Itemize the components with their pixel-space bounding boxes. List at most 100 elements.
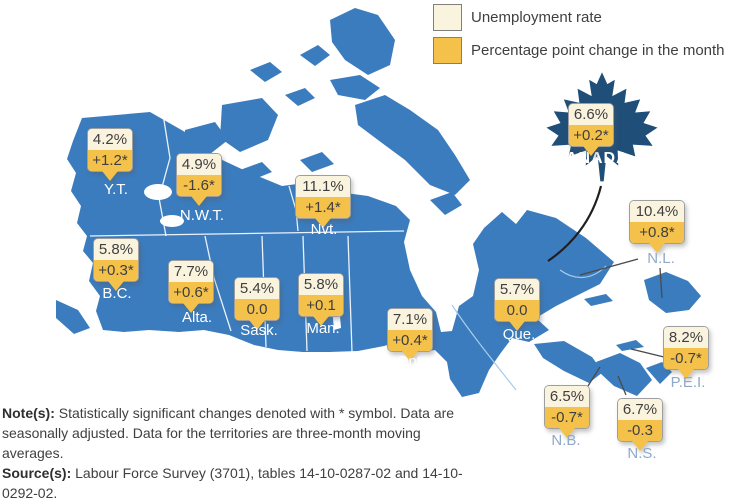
callout-yt: 4.2% +1.2* xyxy=(87,128,133,181)
note-label: Note(s): xyxy=(2,405,55,421)
callout-tail-icon xyxy=(315,218,331,228)
change-value: +0.3* xyxy=(94,260,138,281)
change-value: +1.2* xyxy=(88,150,132,171)
region-label-yt: Y.T. xyxy=(104,181,128,198)
rate-value: 5.8% xyxy=(299,274,343,295)
region-label-nvt: Nvt. xyxy=(310,221,338,238)
leader-ns xyxy=(617,375,627,396)
callout-alta: 7.7% +0.6* xyxy=(168,260,214,313)
callout-ns: 6.7% -0.3 xyxy=(617,398,663,451)
ellesmere-island xyxy=(330,8,395,75)
leader-pei xyxy=(630,348,669,359)
change-value: +0.2* xyxy=(569,125,613,146)
callout-canada: 6.6% +0.2* xyxy=(568,103,614,156)
callout-tail-icon xyxy=(191,196,207,206)
region-label-ns: N.S. xyxy=(627,445,657,462)
great-slave-lake xyxy=(160,215,184,227)
callout-box: 11.1% +1.4* xyxy=(295,175,351,219)
mainland-shape xyxy=(67,112,614,397)
region-label-sask: Sask. xyxy=(240,322,278,339)
legend-rate-label: Unemployment rate xyxy=(471,9,602,26)
rate-value: 6.5% xyxy=(545,386,589,407)
change-value: -0.7* xyxy=(545,407,589,428)
rate-value: 6.6% xyxy=(569,104,613,125)
arctic-islet-2 xyxy=(250,62,282,82)
callout-box: 6.5% -0.7* xyxy=(544,385,590,429)
new-brunswick xyxy=(534,341,603,383)
callout-box: 5.4% 0.0 xyxy=(234,277,280,321)
change-value: 0.0 xyxy=(235,299,279,320)
change-value: +0.1 xyxy=(299,295,343,316)
rate-value: 6.7% xyxy=(618,399,662,420)
change-value: -1.6* xyxy=(177,175,221,196)
border-60th-parallel xyxy=(89,230,405,237)
callout-nwt: 4.9% -1.6* xyxy=(176,153,222,206)
anticosti-island xyxy=(584,294,613,306)
callout-tail-icon xyxy=(559,428,575,438)
rate-value: 5.4% xyxy=(235,278,279,299)
great-bear-lake xyxy=(144,184,172,200)
nova-scotia xyxy=(596,353,652,396)
callout-box: 5.8% +0.1 xyxy=(298,273,344,317)
change-value: 0.0 xyxy=(495,300,539,321)
rate-value: 10.4% xyxy=(630,201,684,222)
rate-value: 8.2% xyxy=(664,327,708,348)
rate-value: 4.9% xyxy=(177,154,221,175)
callout-tail-icon xyxy=(402,351,418,361)
southampton-island xyxy=(430,192,462,215)
baffin-island xyxy=(355,95,470,195)
callout-bc: 5.8% +0.3* xyxy=(93,238,139,291)
callout-tail-icon xyxy=(249,320,265,330)
callout-tail-icon xyxy=(632,441,648,451)
region-label-ont: Ont. xyxy=(396,353,426,370)
callout-box: 4.9% -1.6* xyxy=(176,153,222,197)
border-mb-on xyxy=(347,235,353,353)
rate-value: 4.2% xyxy=(88,129,132,150)
callout-nb: 6.5% -0.7* xyxy=(544,385,590,438)
rate-value: 7.7% xyxy=(169,261,213,282)
callout-box: 6.7% -0.3 xyxy=(617,398,663,442)
source-label: Source(s): xyxy=(2,465,72,481)
change-value: +1.4* xyxy=(296,197,350,218)
maple-leaf-stem xyxy=(547,185,603,262)
callout-sask: 5.4% 0.0 xyxy=(234,277,280,330)
callout-nl: 10.4% +0.8* xyxy=(629,200,685,253)
border-bc-ab xyxy=(204,235,232,332)
callout-box: 5.7% 0.0 xyxy=(494,278,540,322)
border-on-qc xyxy=(451,304,517,391)
source-paragraph: Source(s): Labour Force Survey (3701), t… xyxy=(2,463,472,502)
leader-nb xyxy=(587,366,601,387)
arctic-islet-3 xyxy=(300,45,330,66)
border-yt-nwt xyxy=(158,113,171,237)
region-label-nl: N.L. xyxy=(647,250,675,267)
callout-box: 6.6% +0.2* xyxy=(568,103,614,147)
callout-que: 5.7% 0.0 xyxy=(494,278,540,331)
rate-value: 5.7% xyxy=(495,279,539,300)
region-label-alta: Alta. xyxy=(181,309,213,326)
callout-tail-icon xyxy=(678,369,694,379)
callout-box: 4.2% +1.2* xyxy=(87,128,133,172)
callout-tail-icon xyxy=(108,281,124,291)
arctic-islet-5 xyxy=(300,152,334,172)
callout-tail-icon xyxy=(102,171,118,181)
arctic-islet-4 xyxy=(240,162,272,180)
canada-label: CANADA xyxy=(553,150,629,167)
callout-tail-icon xyxy=(509,321,525,331)
region-label-nwt: N.W.T. xyxy=(179,207,225,224)
callout-box: 5.8% +0.3* xyxy=(93,238,139,282)
legend-row-rate: Unemployment rate xyxy=(433,4,725,31)
rate-swatch-icon xyxy=(433,4,462,31)
rate-value: 5.8% xyxy=(94,239,138,260)
callout-ont: 7.1% +0.4* xyxy=(387,308,433,361)
region-label-nb: N.B. xyxy=(551,432,581,449)
legend-change-label: Percentage point change in the month xyxy=(471,42,725,59)
newfoundland-island xyxy=(644,272,701,313)
change-value: +0.6* xyxy=(169,282,213,303)
region-label-pei: P.E.I. xyxy=(670,374,706,391)
change-value: +0.8* xyxy=(630,222,684,243)
devon-island xyxy=(330,75,380,100)
callout-tail-icon xyxy=(649,243,665,253)
note-text: Statistically significant changes denote… xyxy=(2,405,455,461)
callout-tail-icon xyxy=(583,146,599,156)
